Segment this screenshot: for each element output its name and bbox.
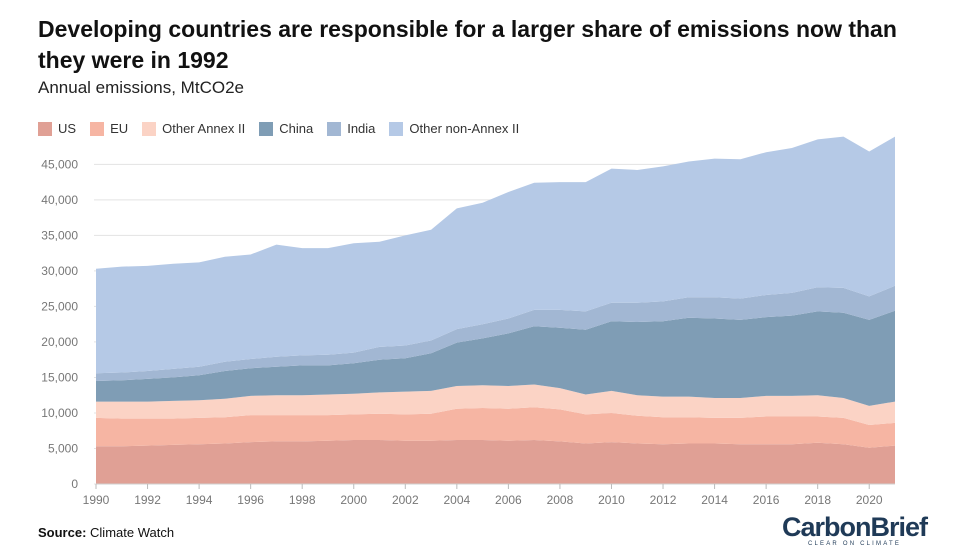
x-tick-label: 2010: [598, 493, 625, 507]
legend-swatch-other-non-annex-ii: [389, 121, 404, 136]
area-eu: [96, 407, 895, 448]
x-tick-label: 1998: [289, 493, 316, 507]
area-china: [96, 310, 895, 406]
legend-swatch-other-annex-ii: [142, 121, 157, 136]
legend-label-us: US: [58, 121, 77, 136]
legend-swatch-india: [327, 121, 342, 136]
x-tick-label: 2016: [753, 493, 780, 507]
y-tick-label: 15,000: [41, 370, 78, 384]
y-tick-label: 30,000: [41, 264, 78, 278]
area-other-annex-ii: [96, 384, 895, 425]
legend-item-us: US: [38, 121, 76, 136]
y-tick-label: 35,000: [41, 228, 78, 242]
legend: US EU Other Annex II China India Other n…: [38, 121, 533, 136]
legend-label-china: China: [279, 121, 314, 136]
legend-item-india: India: [327, 121, 375, 136]
y-tick-label: 20,000: [41, 335, 78, 349]
legend-label-india: India: [347, 121, 376, 136]
x-tick-label: 1994: [186, 493, 213, 507]
y-tick-label: 5,000: [48, 441, 78, 455]
y-tick-label: 45,000: [41, 157, 78, 171]
source-text: Climate Watch: [90, 525, 175, 540]
x-tick-label: 2000: [340, 493, 367, 507]
x-tick-label: 2012: [650, 493, 677, 507]
chart-title: Developing countries are responsible for…: [38, 16, 897, 73]
x-tick-label: 1996: [237, 493, 264, 507]
legend-label-other-non-annex-ii: Other non-Annex II: [409, 121, 520, 136]
logo-wordmark: CarbonBrief: [782, 512, 928, 542]
carbonbrief-logo: CarbonBrief CLEAR ON CLIMATE: [782, 512, 928, 547]
x-tick-label: 1992: [134, 493, 161, 507]
x-tick-label: 2006: [495, 493, 522, 507]
chart-subtitle: Annual emissions, MtCO2e: [38, 78, 244, 97]
legend-label-eu: EU: [110, 121, 129, 136]
legend-item-china: China: [259, 121, 313, 136]
y-tick-label: 0: [71, 477, 78, 491]
x-tick-label: 2008: [547, 493, 574, 507]
legend-item-eu: EU: [90, 121, 128, 136]
logo-tagline: CLEAR ON CLIMATE: [807, 541, 902, 547]
area-india: [96, 285, 895, 381]
y-tick-label: 40,000: [41, 193, 78, 207]
x-tick-label: 2002: [392, 493, 419, 507]
source-label: Source:: [38, 525, 87, 540]
x-tick-label: 2014: [701, 493, 728, 507]
y-tick-label: 25,000: [41, 299, 78, 313]
legend-item-other-non-annex-ii: Other non-Annex II: [389, 121, 519, 136]
source-note: Source: Climate Watch: [38, 525, 174, 540]
area-other-non-annex-ii: [96, 136, 895, 374]
legend-label-other-annex-ii: Other Annex II: [162, 121, 246, 136]
x-tick-label: 2004: [443, 493, 470, 507]
emissions-area-chart: 0 5,000 10,000 15,000 20,000 25,000 30,000 35,0…: [41, 136, 895, 507]
legend-swatch-us: [38, 121, 52, 136]
x-tick-label: 1990: [83, 493, 110, 507]
legend-swatch-eu: [90, 121, 105, 136]
y-tick-label: 10,000: [41, 406, 78, 420]
legend-swatch-china: [259, 121, 274, 136]
x-tick-label: 2018: [804, 493, 831, 507]
area-us: [96, 440, 895, 484]
legend-item-other-annex-ii: Other Annex II: [142, 121, 245, 136]
x-tick-label: 2020: [856, 493, 883, 507]
